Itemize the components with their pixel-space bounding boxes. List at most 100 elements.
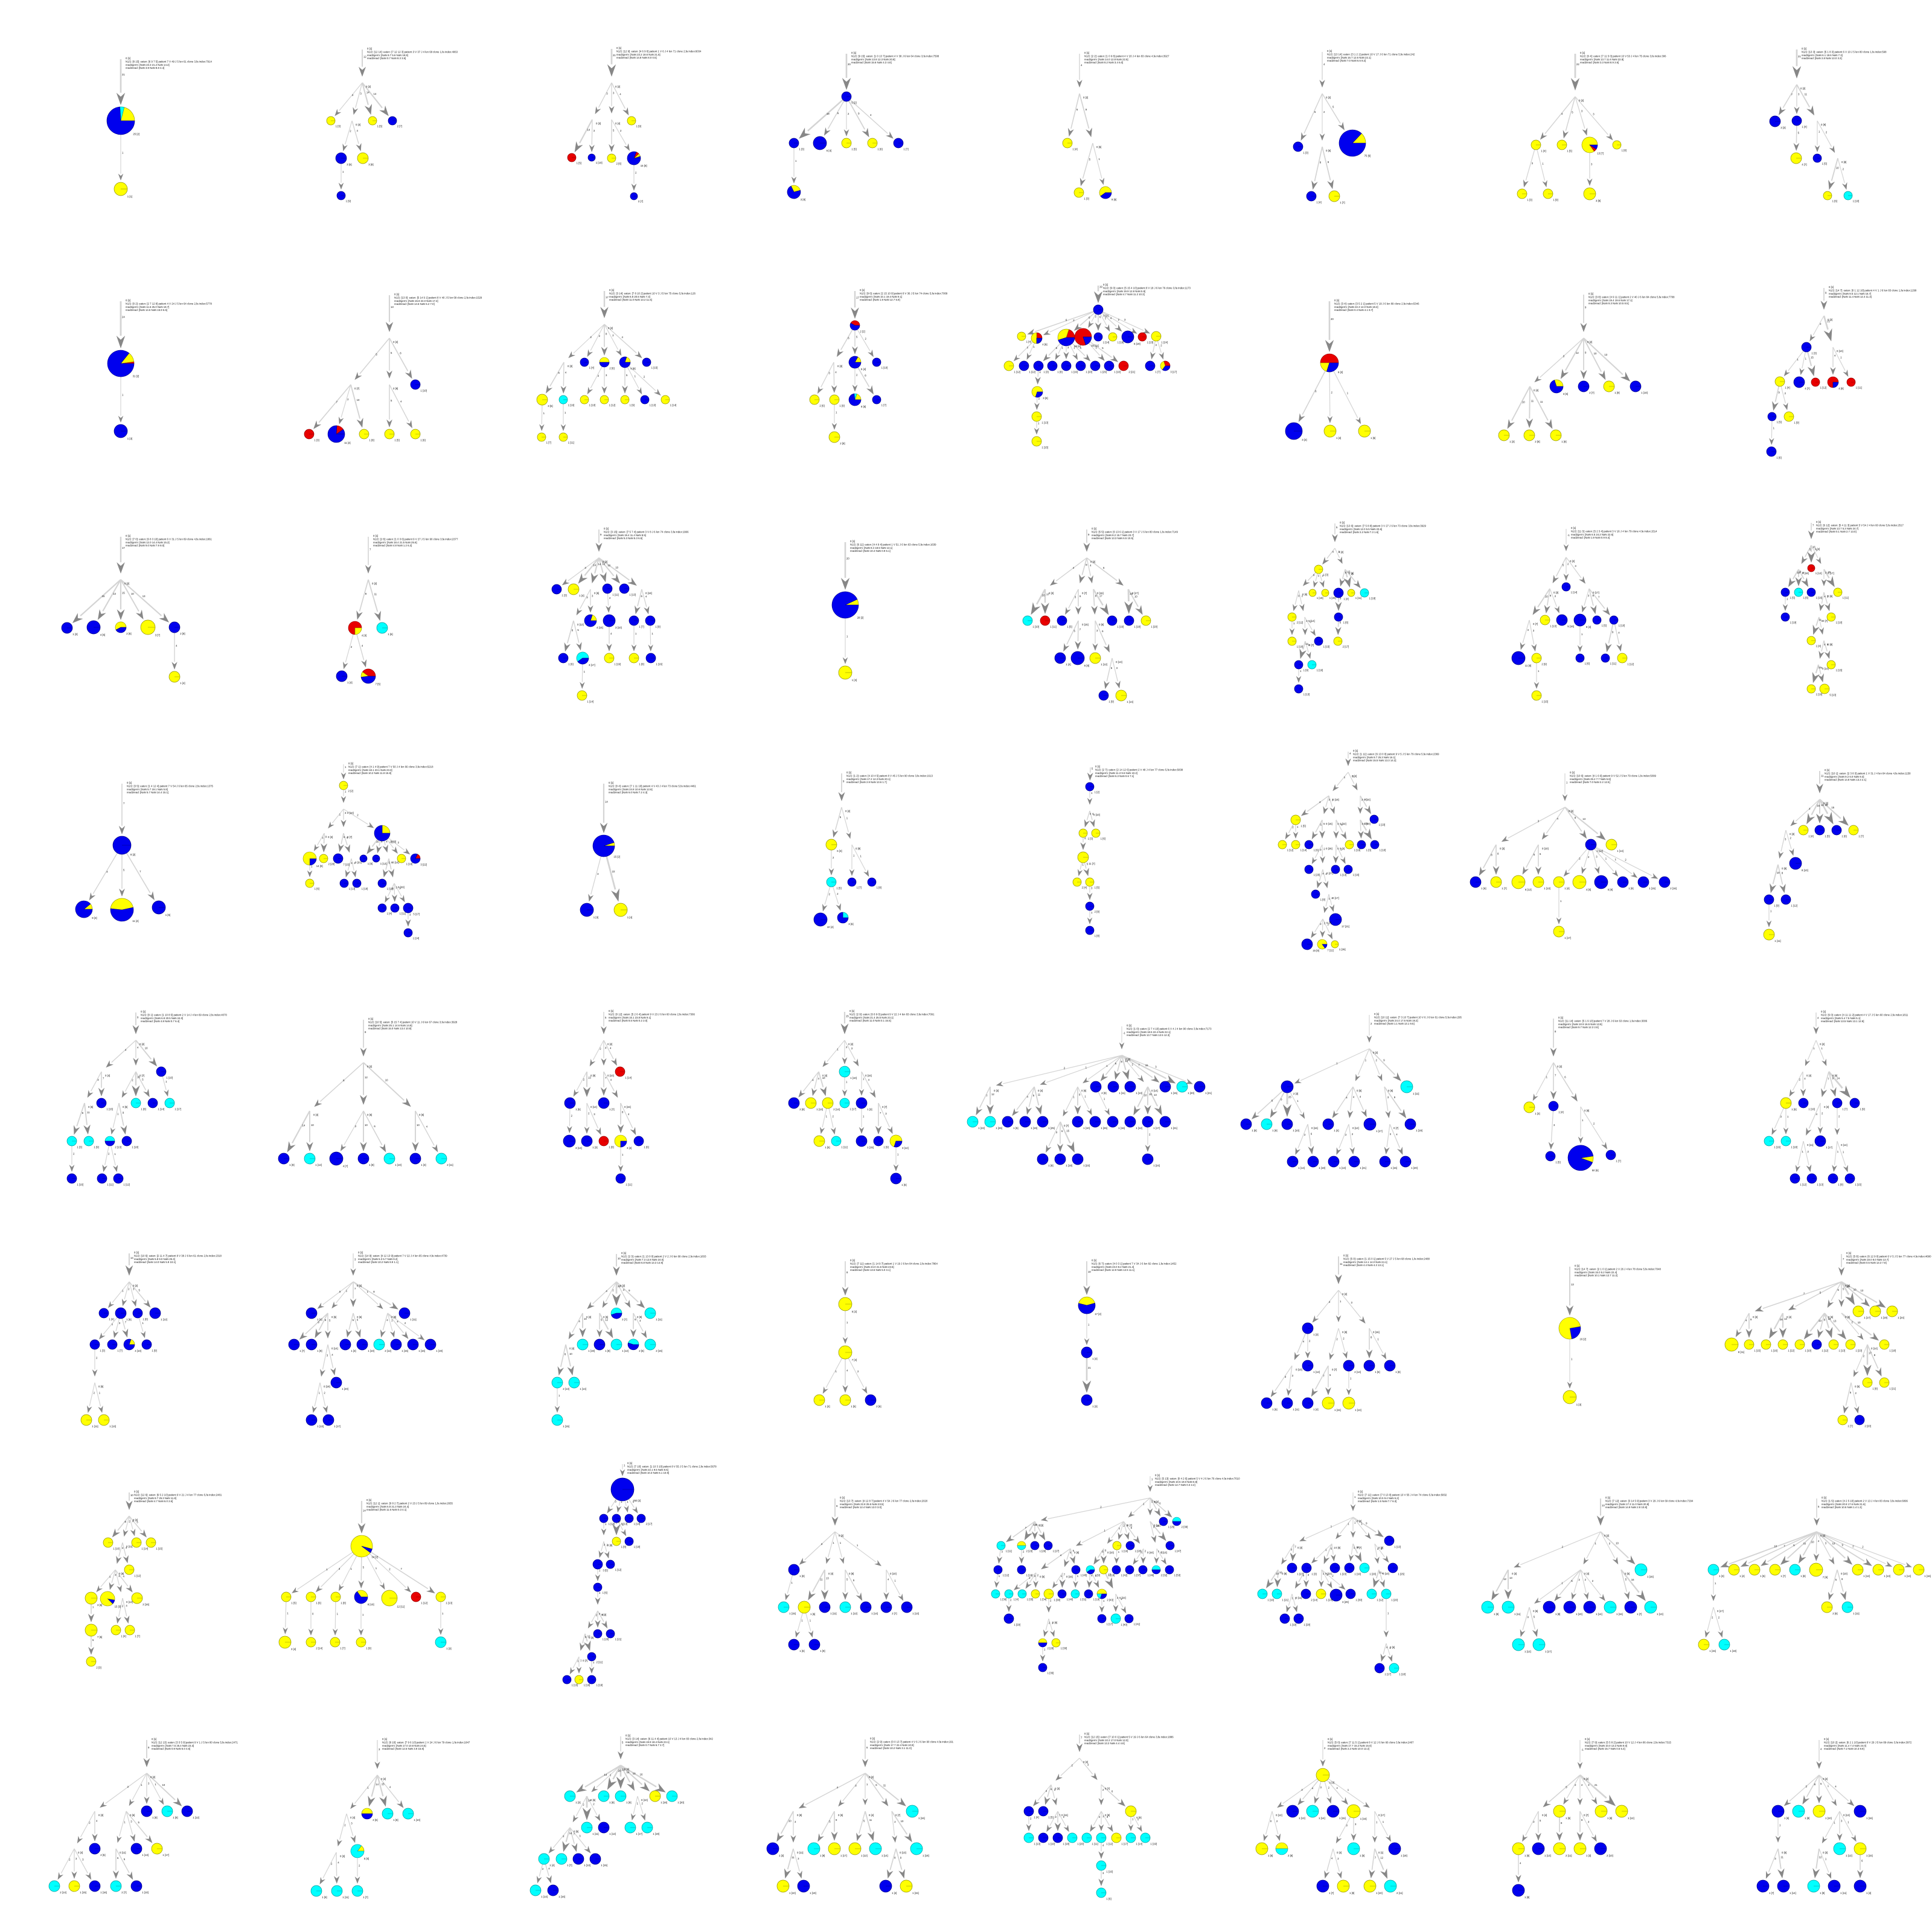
svg-text:1 [17]: 1 [17] <box>849 1107 856 1110</box>
svg-text:11: 11 <box>1803 1542 1806 1545</box>
svg-text:0 [8]: 0 [8] <box>119 1572 124 1575</box>
svg-text:read2germ: [NaN 6.1 18.6 NaN 7: read2germ: [NaN 6.1 18.6 NaN 7.3] <box>1802 54 1843 57</box>
svg-text:8 [10]: 8 [10] <box>368 1603 374 1606</box>
svg-text:1: 1 <box>1615 858 1617 861</box>
svg-text:1 [19]: 1 [19] <box>1317 597 1323 600</box>
svg-text:4: 4 <box>1824 595 1826 598</box>
svg-text:1: 1 <box>1297 1099 1299 1102</box>
svg-text:2: 2 <box>1340 848 1342 851</box>
svg-text:-1: -1 <box>1581 1748 1584 1751</box>
svg-text:6: 6 <box>1102 1550 1104 1553</box>
svg-text:1: 1 <box>112 1323 114 1326</box>
svg-text:1 [5]: 1 [5] <box>575 1108 580 1111</box>
svg-text:0 [14]: 0 [14] <box>1871 1347 1878 1350</box>
svg-text:1 [11]: 1 [11] <box>592 1832 598 1835</box>
svg-text:0 [23]: 0 [23] <box>398 886 405 889</box>
svg-text:0 [2]: 0 [2] <box>848 1043 853 1046</box>
svg-text:31 [2]: 31 [2] <box>133 375 139 378</box>
svg-text:1: 1 <box>1715 1582 1716 1585</box>
svg-text:10: 10 <box>1811 1541 1814 1544</box>
svg-text:read2germ: [NaN 11.4 7.4 NaN 2: read2germ: [NaN 11.4 7.4 NaN 24.0] <box>1824 1744 1866 1747</box>
svg-text:0 [15]: 0 [15] <box>1066 1575 1073 1578</box>
svg-text:8: 8 <box>1593 594 1595 597</box>
svg-text:2: 2 <box>1325 872 1327 875</box>
svg-text:16: 16 <box>640 1773 643 1776</box>
svg-text:14: 14 <box>376 1783 379 1786</box>
svg-text:2 [28]: 2 [28] <box>1048 1647 1054 1650</box>
svg-text:4 [7]: 4 [7] <box>343 1165 348 1168</box>
svg-text:2: 2 <box>108 1153 110 1156</box>
svg-text:1: 1 <box>109 1575 111 1578</box>
svg-text:11: 11 <box>1819 618 1822 621</box>
svg-text:10: 10 <box>1797 571 1800 574</box>
svg-text:1 [3]: 1 [3] <box>1509 440 1514 443</box>
svg-text:1: 1 <box>1834 1822 1835 1825</box>
svg-text:1 [15]: 1 [15] <box>1866 1854 1873 1857</box>
svg-text:4: 4 <box>1323 63 1325 66</box>
svg-text:6: 6 <box>635 1318 636 1321</box>
svg-text:1 [30]: 1 [30] <box>1061 1647 1067 1650</box>
svg-text:6: 6 <box>1099 316 1101 319</box>
svg-text:1 [13]: 1 [13] <box>584 1864 590 1867</box>
svg-text:N1/2: [3 14]: eaten: [7 8 10: N1/2: [3 14]: eaten: [7 8 10 2] patient … <box>609 292 696 295</box>
svg-text:24: 24 <box>1837 1077 1840 1080</box>
svg-text:1 [13]: 1 [13] <box>1838 1349 1845 1352</box>
svg-text:2: 2 <box>583 1803 584 1806</box>
svg-text:0 [3]: 0 [3] <box>1038 1524 1043 1527</box>
svg-text:4: 4 <box>1039 371 1041 374</box>
svg-text:2: 2 <box>833 856 834 859</box>
svg-text:3: 3 <box>1096 629 1098 632</box>
svg-text:1 [7]: 1 [7] <box>1340 201 1345 204</box>
svg-text:5: 5 <box>829 1820 831 1823</box>
svg-text:0 [12]: 0 [12] <box>590 1105 597 1108</box>
svg-text:0 [2]: 0 [2] <box>1828 318 1832 321</box>
svg-text:3: 3 <box>148 1782 150 1785</box>
svg-text:0 [7]: 0 [7] <box>1082 592 1087 595</box>
svg-text:1: 1 <box>442 1612 444 1615</box>
svg-text:0 [1]: 0 [1] <box>126 57 130 60</box>
svg-text:1: 1 <box>1571 1357 1573 1360</box>
svg-text:3: 3 <box>119 1322 121 1325</box>
svg-text:4: 4 <box>122 1547 124 1550</box>
svg-text:0 [6]: 0 [6] <box>1533 1610 1538 1613</box>
svg-text:11: 11 <box>1357 1546 1360 1549</box>
svg-text:2: 2 <box>132 1520 134 1523</box>
svg-text:N1/2: [1 5]: eaten: [4 2 5 10: N1/2: [1 5]: eaten: [4 2 5 10] patient 2… <box>1822 1499 1908 1502</box>
svg-text:1: 1 <box>114 1153 116 1156</box>
svg-text:0 [4]: 0 [4] <box>1038 1089 1043 1092</box>
svg-text:1 [13]: 1 [13] <box>1657 1613 1663 1616</box>
svg-text:N1/2: [7 1]: eaten: [4 1 4 9]: N1/2: [7 1]: eaten: [4 1 4 9] patient 7 … <box>348 765 433 768</box>
svg-text:4: 4 <box>1835 1785 1837 1788</box>
svg-text:20: 20 <box>1331 318 1334 321</box>
svg-text:0 [2]: 0 [2] <box>1090 560 1095 563</box>
svg-text:15: 15 <box>1831 806 1834 809</box>
svg-text:17: 17 <box>606 296 609 299</box>
svg-text:10: 10 <box>385 1078 388 1081</box>
svg-text:15: 15 <box>1348 571 1351 574</box>
svg-text:1 [6]: 1 [6] <box>1268 1854 1273 1857</box>
svg-text:1 [9]: 1 [9] <box>630 404 635 407</box>
svg-text:1 [18]: 1 [18] <box>1369 597 1376 600</box>
svg-text:0 [2]: 0 [2] <box>1125 1058 1130 1061</box>
svg-text:1: 1 <box>897 1153 899 1156</box>
svg-text:0 [2]: 0 [2] <box>367 1065 372 1068</box>
svg-text:0 [4]: 0 [4] <box>1340 847 1345 850</box>
svg-text:0 [5]: 0 [5] <box>123 1105 127 1108</box>
svg-text:8: 8 <box>1782 872 1783 875</box>
svg-text:1 [2]: 1 [2] <box>1095 791 1099 794</box>
svg-text:0 [1]: 0 [1] <box>126 534 130 537</box>
svg-text:0 [8]: 0 [8] <box>1841 161 1846 164</box>
svg-text:8: 8 <box>1095 595 1097 598</box>
svg-text:4 [7]: 4 [7] <box>1802 163 1806 166</box>
svg-text:2: 2 <box>1820 322 1822 325</box>
svg-text:1 [3]: 1 [3] <box>351 1349 356 1352</box>
svg-text:6: 6 <box>1066 318 1067 321</box>
svg-text:read2read: [NaN 11.0 NaN 0.1 1: read2read: [NaN 11.0 NaN 0.1 15.5] <box>849 1019 891 1022</box>
svg-text:1 [8]: 1 [8] <box>1252 1129 1256 1132</box>
svg-text:9: 9 <box>1394 1096 1396 1099</box>
svg-text:1 [13]: 1 [13] <box>816 1108 823 1111</box>
svg-text:1: 1 <box>837 1048 839 1051</box>
svg-text:13: 13 <box>142 595 146 598</box>
svg-text:1: 1 <box>863 1115 865 1118</box>
svg-text:1 [4]: 1 [4] <box>1739 1575 1744 1578</box>
